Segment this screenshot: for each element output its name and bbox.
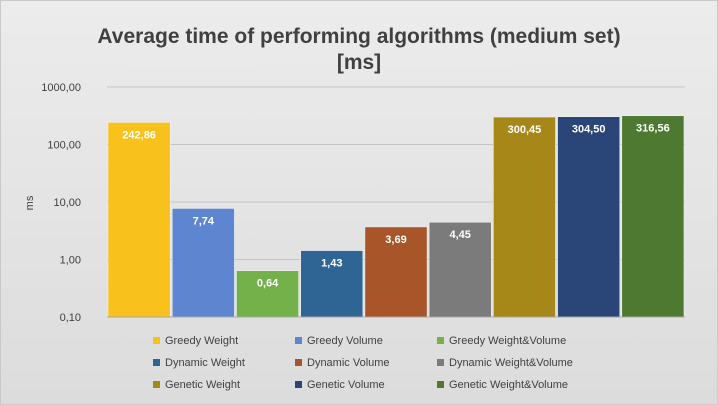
legend-label-5: Dynamic Weight&Volume <box>449 357 573 369</box>
legend-swatch-4 <box>295 359 302 366</box>
legend-swatch-7 <box>295 381 302 388</box>
legend-label-0: Greedy Weight <box>165 335 238 347</box>
bar-7 <box>557 116 621 318</box>
data-label-5: 4,45 <box>450 229 471 241</box>
y-tick-label-2: 10,00 <box>53 197 81 209</box>
bar-2 <box>236 270 299 318</box>
data-label-2: 0,64 <box>257 278 279 290</box>
legend-swatch-6 <box>153 381 160 388</box>
data-label-6: 300,45 <box>508 124 542 136</box>
legend-label-4: Dynamic Volume <box>307 357 390 369</box>
bar-0 <box>107 122 171 318</box>
data-label-1: 7,74 <box>193 215 215 227</box>
y-tick-label-3: 100,00 <box>47 140 81 152</box>
y-axis-label: ms <box>24 195 36 210</box>
data-label-3: 1,43 <box>321 258 342 270</box>
legend-swatch-0 <box>153 337 160 344</box>
chart-title-line-1: Average time of performing algorithms (m… <box>97 25 620 48</box>
bar-6 <box>493 116 556 318</box>
data-label-4: 3,69 <box>385 234 406 246</box>
bar-3 <box>300 250 364 318</box>
legend-label-2: Greedy Weight&Volume <box>449 335 566 347</box>
data-labels: 242,86 7,74 0,64 1,43 3,69 4,45 300,45 304,50 31… <box>122 123 669 290</box>
legend-label-3: Dynamic Weight <box>165 357 245 369</box>
data-label-8: 316,56 <box>636 123 670 135</box>
chart-title-line-2: [ms] <box>337 51 381 74</box>
y-tick-label-4: 1000,00 <box>41 82 81 94</box>
legend-label-6: Genetic Weight <box>165 379 240 391</box>
bar-5 <box>428 221 492 318</box>
bar-4 <box>364 226 428 318</box>
legend: Greedy Weight Greedy Volume Greedy Weight&… <box>153 335 573 391</box>
legend-swatch-2 <box>437 337 444 344</box>
legend-swatch-8 <box>437 381 444 388</box>
y-tick-label-1: 1,00 <box>60 255 81 267</box>
bars <box>107 115 685 318</box>
y-axis-ticks: 0,10 1,00 10,00 100,00 1000,00 <box>41 82 81 324</box>
legend-label-1: Greedy Volume <box>307 335 383 347</box>
bar-8 <box>621 115 685 318</box>
y-tick-label-0: 0,10 <box>60 312 81 324</box>
legend-swatch-3 <box>153 359 160 366</box>
data-label-0: 242,86 <box>122 129 156 141</box>
data-label-7: 304,50 <box>572 124 606 136</box>
legend-swatch-5 <box>437 359 444 366</box>
legend-swatch-1 <box>295 337 302 344</box>
legend-label-7: Genetic Volume <box>307 379 385 391</box>
legend-label-8: Genetic Weight&Volume <box>449 379 568 391</box>
